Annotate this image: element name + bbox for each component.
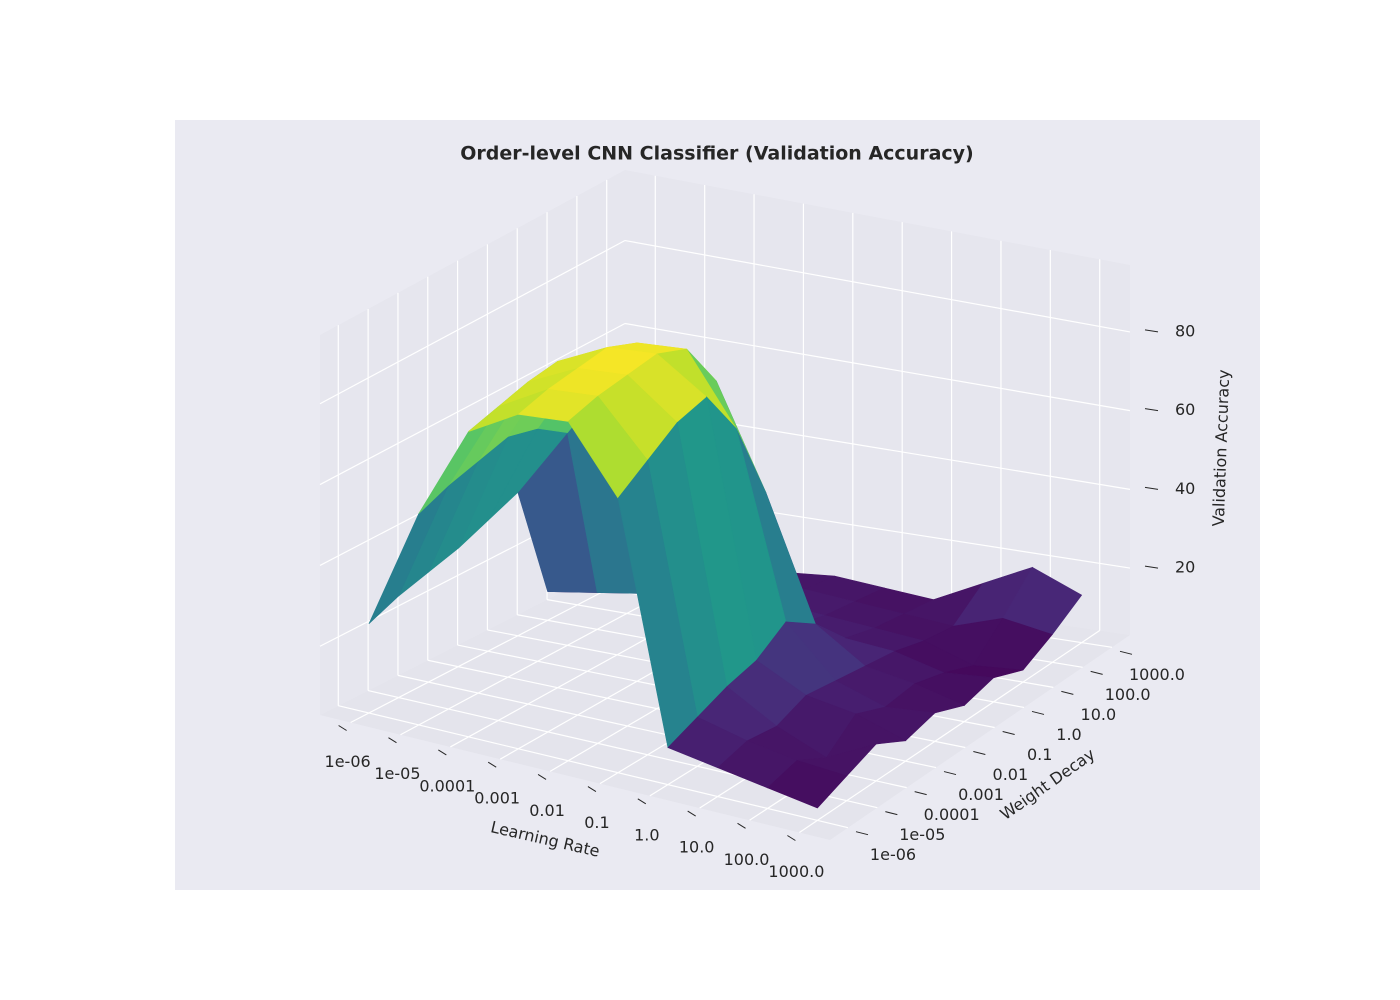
y-tick-label: 0.0001 bbox=[924, 805, 980, 824]
x-tick bbox=[537, 773, 547, 780]
y-tick bbox=[1031, 710, 1045, 715]
x-tick-label: 1e-06 bbox=[325, 752, 371, 771]
y-tick-label: 1e-05 bbox=[899, 825, 945, 844]
x-tick bbox=[487, 761, 497, 768]
x-tick-label: 10.0 bbox=[679, 838, 715, 857]
chart-title: Order-level CNN Classifier (Validation A… bbox=[460, 143, 973, 165]
y-tick bbox=[885, 811, 898, 816]
y-tick-label: 1e-06 bbox=[870, 845, 916, 864]
x-tick-label: 0.001 bbox=[474, 789, 520, 808]
x-tick-label: 1000.0 bbox=[768, 862, 824, 881]
y-tick bbox=[1119, 650, 1133, 655]
z-tick bbox=[1144, 408, 1159, 412]
x-tick-label: 0.1 bbox=[584, 813, 609, 832]
y-tick bbox=[1061, 690, 1074, 695]
x-tick bbox=[687, 810, 696, 817]
z-tick bbox=[1144, 486, 1159, 490]
y-tick bbox=[943, 771, 957, 776]
x-tick bbox=[637, 798, 647, 805]
x-tick-label: 100.0 bbox=[724, 850, 770, 869]
z-tick bbox=[1144, 329, 1159, 333]
grid-line bbox=[624, 239, 1131, 333]
x-tick bbox=[787, 835, 796, 841]
y-tick bbox=[1090, 670, 1103, 675]
z-tick-label: 80 bbox=[1175, 321, 1195, 340]
x-tick-label: 0.0001 bbox=[419, 776, 475, 795]
y-tick bbox=[973, 751, 986, 756]
y-tick-label: 10.0 bbox=[1081, 705, 1117, 724]
y-tick-label: 0.1 bbox=[1027, 745, 1052, 764]
y-tick-label: 0.01 bbox=[993, 765, 1029, 784]
grid-line bbox=[624, 322, 1131, 412]
grid-line bbox=[338, 705, 849, 829]
y-tick-label: 0.001 bbox=[958, 785, 1004, 804]
x-tick bbox=[438, 749, 447, 756]
surface-patch bbox=[767, 760, 848, 809]
x-tick bbox=[388, 737, 397, 744]
z-tick-label: 60 bbox=[1175, 400, 1195, 419]
x-tick-label: 0.01 bbox=[529, 801, 565, 820]
y-tick-label: 100.0 bbox=[1105, 685, 1151, 704]
grid-line bbox=[319, 322, 626, 486]
x-tick bbox=[737, 822, 746, 829]
y-tick bbox=[855, 831, 869, 836]
z-tick-label: 40 bbox=[1175, 479, 1195, 498]
z-tick bbox=[1144, 565, 1159, 569]
x-tick bbox=[587, 786, 597, 793]
y-tick-label: 1000.0 bbox=[1129, 665, 1185, 684]
grid-line bbox=[319, 240, 626, 405]
x-tick bbox=[338, 725, 347, 731]
y-tick-label: 1.0 bbox=[1056, 725, 1081, 744]
y-tick bbox=[914, 791, 927, 796]
grid-line bbox=[799, 630, 1101, 833]
x-tick-label: 1e-05 bbox=[374, 764, 420, 783]
y-tick bbox=[1002, 730, 1015, 735]
z-tick-label: 20 bbox=[1175, 558, 1195, 577]
x-tick-label: 1.0 bbox=[634, 825, 659, 844]
